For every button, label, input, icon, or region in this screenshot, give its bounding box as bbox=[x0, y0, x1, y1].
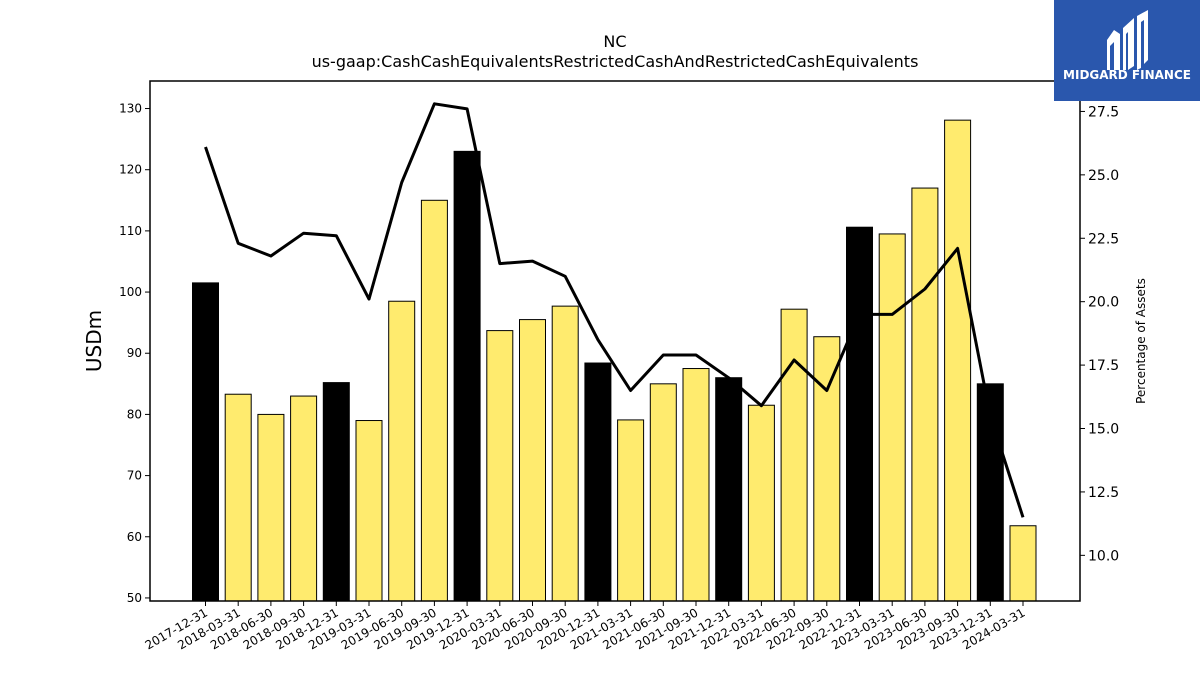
chart-title: NC bbox=[603, 32, 627, 51]
bar-2018-12-31 bbox=[322, 382, 350, 602]
y2-tick-label: 25.0 bbox=[1088, 168, 1119, 184]
y2-tick-label: 20.0 bbox=[1088, 295, 1119, 311]
bar-2024-03-31 bbox=[1009, 525, 1037, 602]
bar-2020-09-30 bbox=[551, 305, 579, 602]
bar-2023-06-30 bbox=[911, 187, 939, 602]
plot-frame bbox=[149, 80, 1081, 602]
y-tick-label: 80 bbox=[127, 407, 142, 421]
y2-tick-label: 27.5 bbox=[1088, 104, 1119, 120]
bar-2023-09-30 bbox=[944, 119, 972, 602]
y2-tick-label: 22.5 bbox=[1088, 231, 1119, 247]
y-tick-label: 120 bbox=[119, 163, 142, 177]
y2-axis-label: Percentage of Assets bbox=[1134, 278, 1148, 404]
y-tick-label: 110 bbox=[119, 224, 142, 238]
bar-2020-12-31 bbox=[584, 362, 612, 602]
y-axis-left: 50 60 70 80 90 100 110 120 130 bbox=[119, 102, 150, 605]
x-axis: 2017-12-312018-03-312018-06-302018-09-30… bbox=[143, 601, 1028, 652]
bar-2021-12-31 bbox=[715, 377, 743, 602]
bar-2020-03-31 bbox=[486, 330, 514, 602]
company-logo: MIDGARD FINANCE bbox=[1054, 0, 1200, 101]
y-tick-label: 130 bbox=[119, 102, 142, 116]
percentage-line-series bbox=[204, 102, 1025, 518]
y-tick-label: 50 bbox=[127, 591, 142, 605]
y2-tick-label: 17.5 bbox=[1088, 358, 1119, 374]
bar-2021-09-30 bbox=[682, 368, 710, 602]
bar-2022-12-31 bbox=[846, 226, 873, 602]
bar-series bbox=[192, 119, 1037, 602]
logo-text: MIDGARD FINANCE bbox=[1063, 68, 1191, 82]
bar-2022-09-30 bbox=[813, 336, 841, 602]
y2-tick-label: 10.0 bbox=[1088, 548, 1119, 564]
bar-2018-09-30 bbox=[290, 395, 318, 602]
bar-2019-03-31 bbox=[355, 420, 383, 602]
bar-2019-12-31 bbox=[453, 150, 481, 602]
bar-2022-03-31 bbox=[747, 404, 775, 602]
chart-subtitle: us-gaap:CashCashEquivalentsRestrictedCas… bbox=[311, 52, 919, 71]
y-tick-label: 100 bbox=[119, 285, 142, 299]
bar-2020-06-30 bbox=[519, 319, 546, 602]
bar-2022-06-30 bbox=[780, 308, 808, 602]
percentage-line bbox=[204, 102, 1025, 518]
bar-2021-03-31 bbox=[617, 419, 645, 602]
bar-2019-06-30 bbox=[388, 300, 416, 602]
bar-2018-03-31 bbox=[224, 393, 252, 602]
y2-tick-label: 12.5 bbox=[1088, 485, 1119, 501]
bar-2017-12-31 bbox=[192, 282, 219, 602]
y-axis-label: USDm bbox=[82, 310, 106, 372]
y-tick-label: 70 bbox=[127, 469, 142, 483]
logo-mark-icon bbox=[1107, 10, 1148, 70]
bar-2019-09-30 bbox=[420, 199, 448, 602]
y2-tick-label: 15.0 bbox=[1088, 422, 1119, 438]
bar-2023-03-31 bbox=[878, 233, 906, 602]
y-tick-label: 90 bbox=[127, 346, 142, 360]
y-tick-label: 60 bbox=[127, 530, 142, 544]
bar-2018-06-30 bbox=[257, 413, 285, 602]
bar-2021-06-30 bbox=[649, 383, 677, 602]
y-axis-right: 10.0 12.5 15.0 17.5 20.0 22.5 25.0 27.5 bbox=[1080, 104, 1119, 564]
